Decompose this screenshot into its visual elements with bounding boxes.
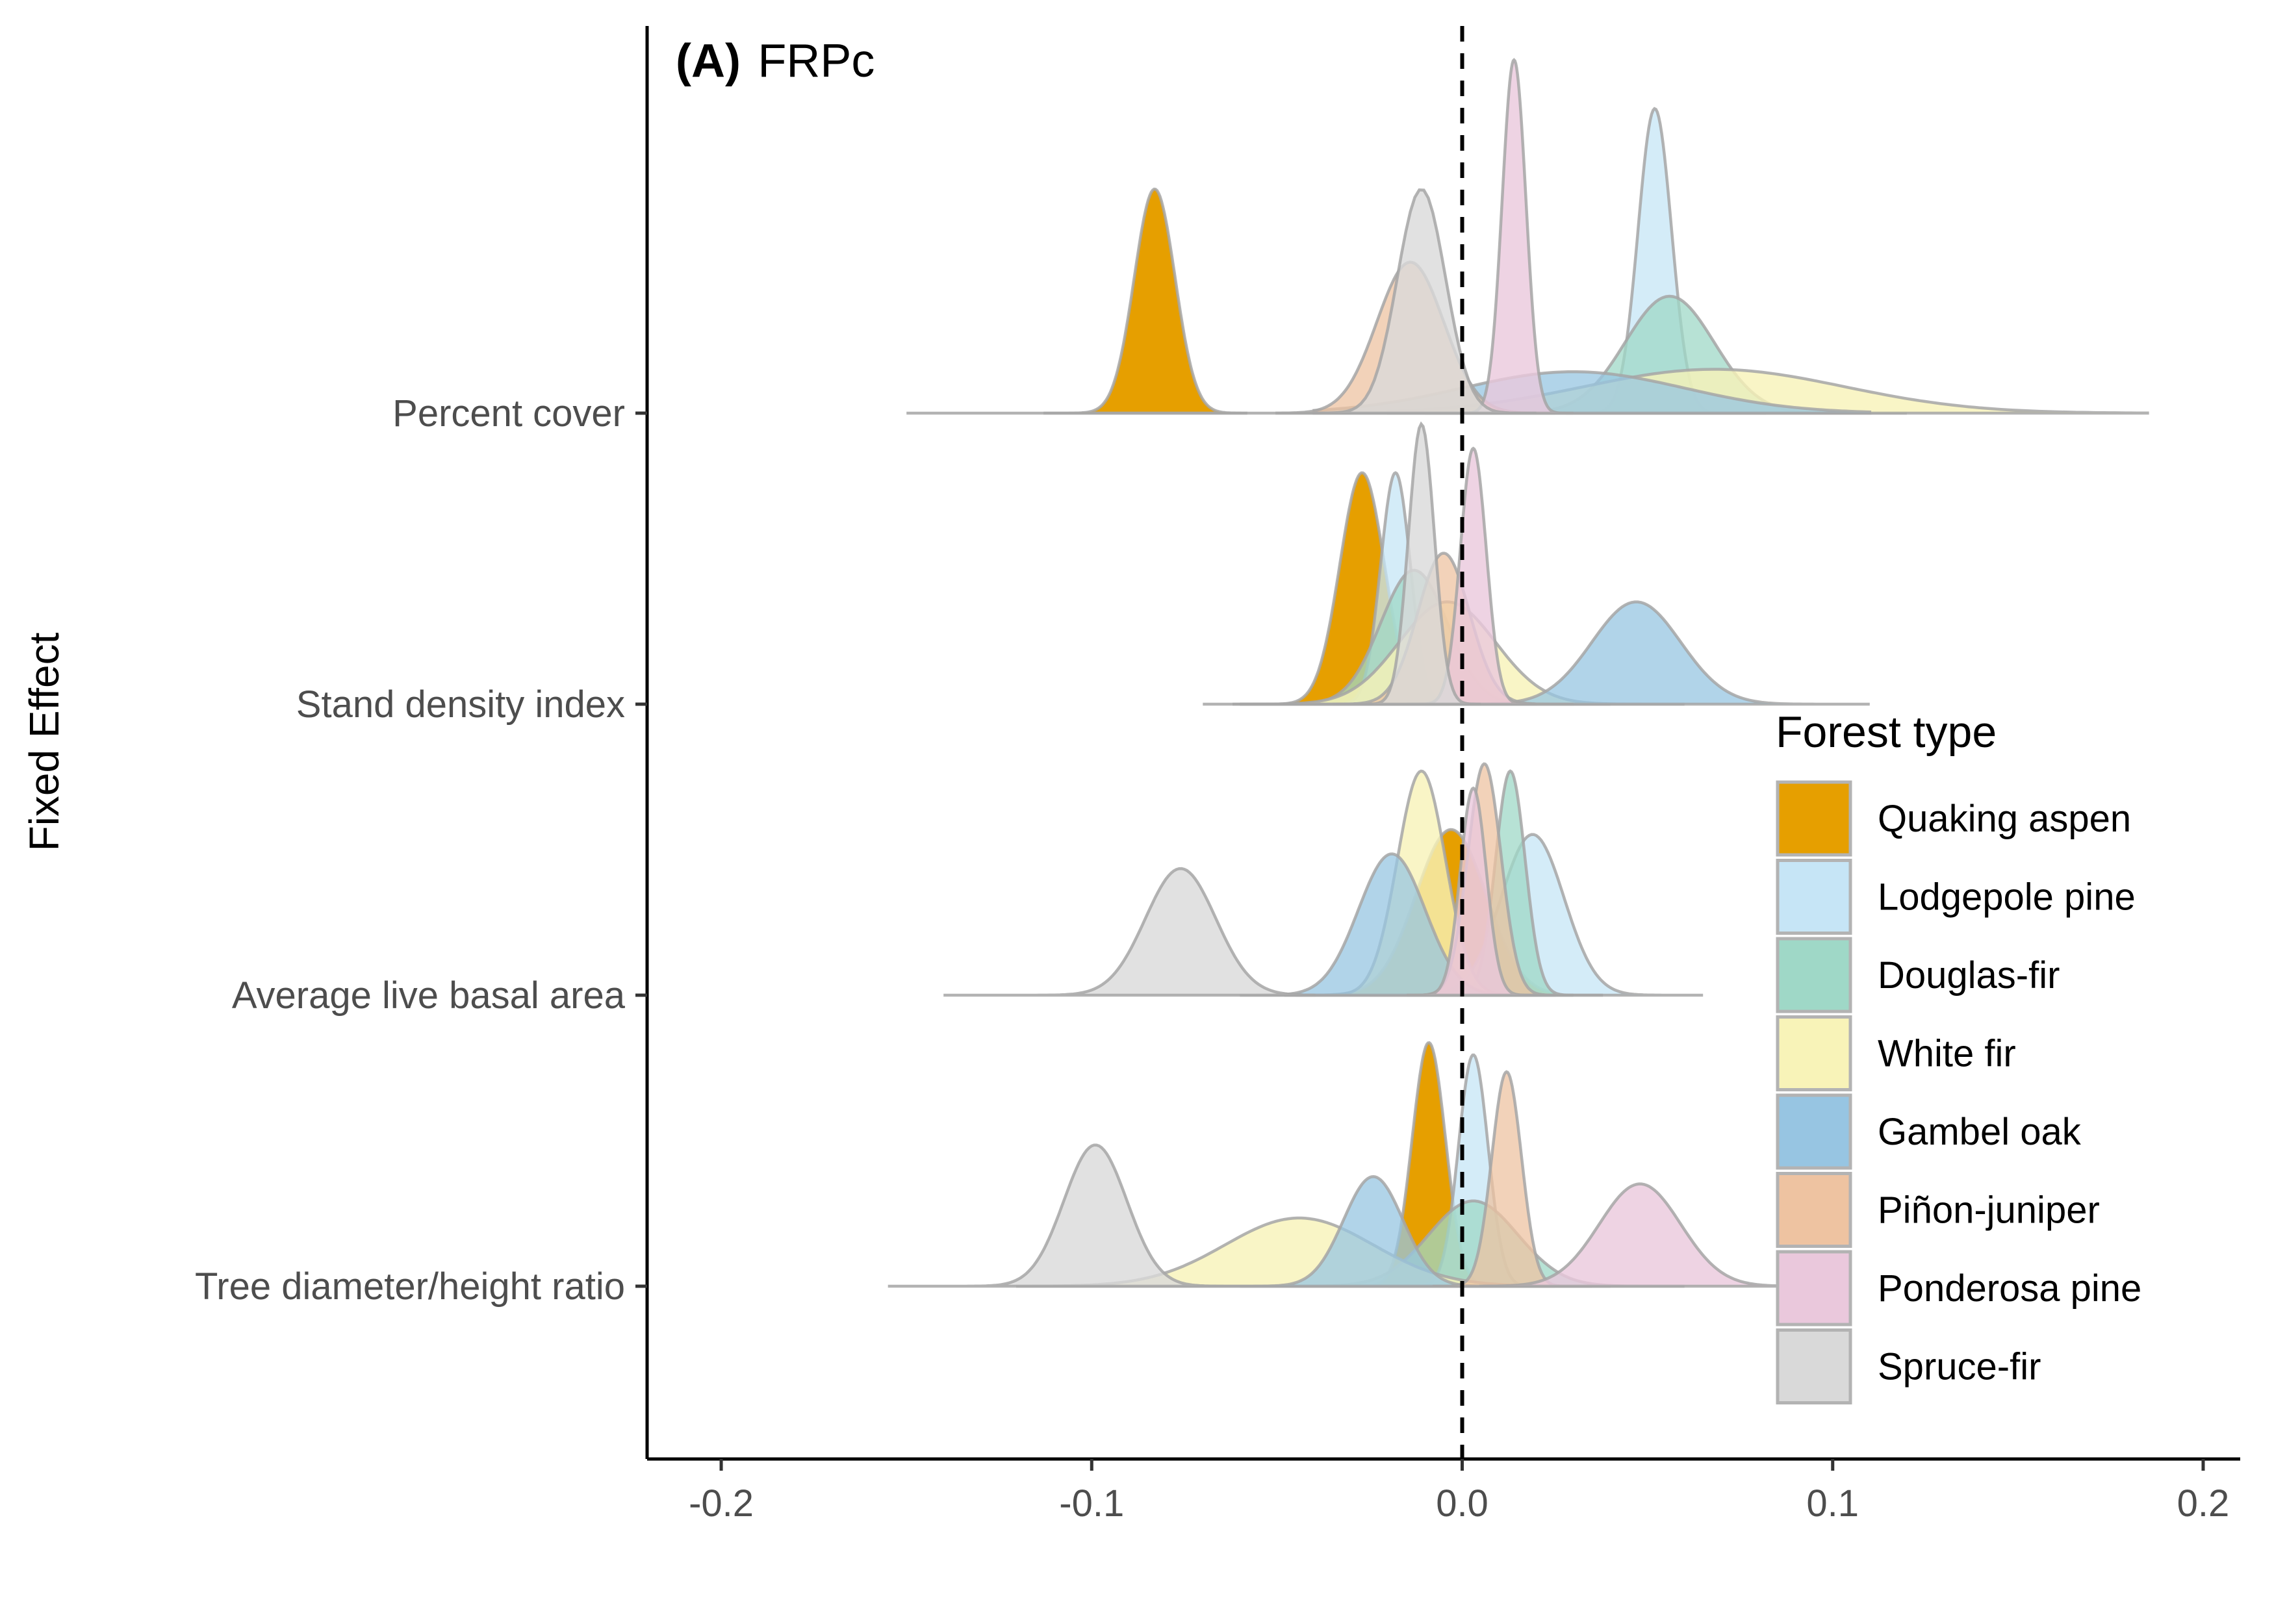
legend-swatch-spruce-fir <box>1776 1328 1852 1404</box>
x-tick-label: 0.0 <box>1436 1482 1488 1525</box>
legend-swatch-gambel-oak <box>1776 1093 1852 1170</box>
legend-swatch-white-fir <box>1776 1015 1852 1091</box>
y-tick-label-stand-density-index: Stand density index <box>296 683 625 726</box>
density-spruce-fir-stand-density-index <box>1203 421 1481 706</box>
legend-item-gambel-oak: Gambel oak <box>1776 1093 2082 1170</box>
legend-label-pinon-juniper: Piñon-juniper <box>1878 1189 2100 1232</box>
ridge-layer <box>888 58 2149 1288</box>
legend-item-ponderosa-pine: Ponderosa pine <box>1776 1250 2141 1326</box>
panel-label: (A) FRPc <box>676 35 875 87</box>
legend-label-ponderosa-pine: Ponderosa pine <box>1878 1267 2141 1310</box>
density-spruce-fir-tree-diameter-height-ratio <box>888 1143 1240 1288</box>
y-axis-title: Fixed Effect <box>21 632 68 851</box>
ridge-row-average-live-basal-area <box>943 762 1704 997</box>
legend: Forest type Quaking aspen Lodgepole pine D… <box>1776 707 2141 1404</box>
legend-swatch-pinon-juniper <box>1776 1172 1852 1248</box>
legend-label-gambel-oak: Gambel oak <box>1878 1111 2082 1153</box>
legend-swatch-quaking-aspen <box>1776 780 1852 857</box>
legend-title: Forest type <box>1776 707 1997 757</box>
y-tick-label-percent-cover: Percent cover <box>392 392 625 435</box>
legend-swatch-ponderosa-pine <box>1776 1250 1852 1326</box>
x-tick-label: -0.2 <box>689 1482 754 1525</box>
legend-swatch-lodgepole-pine <box>1776 859 1852 935</box>
legend-item-white-fir: White fir <box>1776 1015 2016 1091</box>
legend-item-lodgepole-pine: Lodgepole pine <box>1776 859 2136 935</box>
density-spruce-fir-average-live-basal-area <box>943 867 1316 997</box>
y-tick-label-average-live-basal-area: Average live basal area <box>232 974 626 1017</box>
legend-item-spruce-fir: Spruce-fir <box>1776 1328 2041 1404</box>
legend-item-quaking-aspen: Quaking aspen <box>1776 780 2131 857</box>
legend-items: Quaking aspen Lodgepole pine Douglas-fir Wh… <box>1776 780 2141 1404</box>
ridge-row-percent-cover <box>906 58 2149 415</box>
x-tick-label: -0.1 <box>1059 1482 1124 1525</box>
panel-tag: (A) <box>676 35 741 87</box>
legend-item-pinon-juniper: Piñon-juniper <box>1776 1172 2100 1248</box>
legend-label-quaking-aspen: Quaking aspen <box>1878 798 2131 840</box>
density-ponderosa-pine-average-live-basal-area <box>1407 786 1555 997</box>
x-tick-label: 0.1 <box>1806 1482 1859 1525</box>
x-tick-label: 0.2 <box>2177 1482 2230 1525</box>
y-tick-label-tree-diameter-height-ratio: Tree diameter/height ratio <box>195 1265 625 1308</box>
ridge-row-stand-density-index <box>1203 421 1870 706</box>
legend-label-spruce-fir: Spruce-fir <box>1878 1346 2041 1388</box>
ridge-row-tree-diameter-height-ratio <box>888 1041 1833 1288</box>
legend-item-douglas-fir: Douglas-fir <box>1776 937 2060 1013</box>
y-axis-ticks: Percent cover Stand density index Average … <box>195 392 647 1308</box>
x-axis-ticks: -0.2 -0.1 0.0 0.1 0.2 <box>689 1459 2229 1525</box>
legend-label-lodgepole-pine: Lodgepole pine <box>1878 876 2136 919</box>
legend-label-douglas-fir: Douglas-fir <box>1878 954 2060 996</box>
panel-title: FRPc <box>758 35 875 87</box>
density-ponderosa-pine-tree-diameter-height-ratio <box>1479 1182 1833 1288</box>
density-spruce-fir-percent-cover <box>906 188 1537 415</box>
legend-label-white-fir: White fir <box>1878 1033 2016 1075</box>
legend-swatch-douglas-fir <box>1776 937 1852 1013</box>
